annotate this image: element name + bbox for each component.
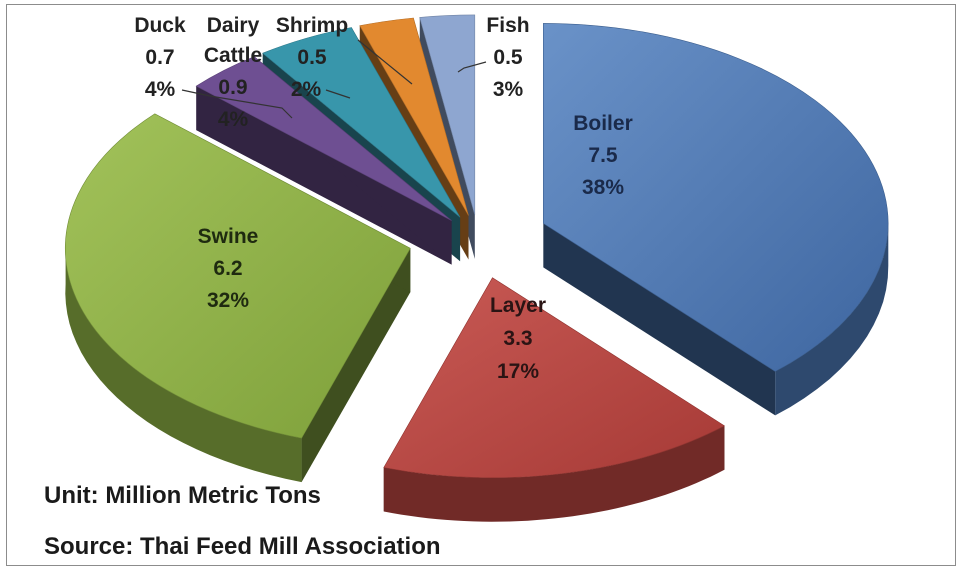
label-boiler-value: 7.5 (588, 144, 618, 167)
label-fish-value: 0.5 (493, 46, 523, 69)
label-duck-name: Duck (134, 14, 186, 37)
source-note: Source: Thai Feed Mill Association (44, 533, 441, 560)
slice-side-layer (383, 425, 725, 522)
label-dairy-name-1: Dairy (207, 14, 260, 37)
label-shrimp-name: Shrimp (276, 14, 348, 37)
label-shrimp-value: 0.5 (297, 46, 327, 69)
label-swine-percent: 32% (207, 289, 249, 312)
label-layer-name: Layer (490, 294, 546, 317)
leader-fish (457, 61, 487, 73)
slice-side-swine (65, 240, 302, 483)
label-shrimp-percent: 2% (291, 78, 322, 101)
label-layer-percent: 17% (497, 360, 539, 383)
leader-shrimp (357, 39, 413, 85)
label-swine-value: 6.2 (213, 257, 242, 280)
label-fish-name: Fish (486, 14, 529, 37)
slice-fish (419, 14, 476, 215)
slice-wall-swine-0 (301, 248, 411, 483)
slice-layer (383, 277, 725, 478)
label-boiler-name: Boiler (573, 112, 633, 135)
label-swine-name: Swine (198, 225, 259, 248)
slice-wall-duck-0 (196, 86, 452, 265)
slice-swine (64, 113, 411, 439)
slice-boiler (542, 23, 889, 372)
slice-dairy-cattle (262, 27, 461, 218)
slice-wall-boiler-1 (543, 223, 776, 416)
leader-duck (181, 89, 293, 119)
label-fish-percent: 3% (493, 78, 524, 101)
label-boiler-percent: 38% (582, 176, 624, 199)
label-duck-value: 0.7 (145, 46, 174, 69)
leader-dairy (325, 89, 351, 99)
slice-duck (195, 56, 452, 221)
label-duck-percent: 4% (145, 78, 176, 101)
unit-note: Unit: Million Metric Tons (44, 482, 321, 509)
label-layer-value: 3.3 (503, 327, 532, 350)
label-dairy-value: 0.9 (218, 76, 247, 99)
slice-side-boiler (775, 221, 889, 416)
slice-shrimp (359, 17, 469, 216)
label-dairy-name-2: Cattle (204, 44, 262, 67)
label-dairy-percent: 4% (218, 108, 249, 131)
